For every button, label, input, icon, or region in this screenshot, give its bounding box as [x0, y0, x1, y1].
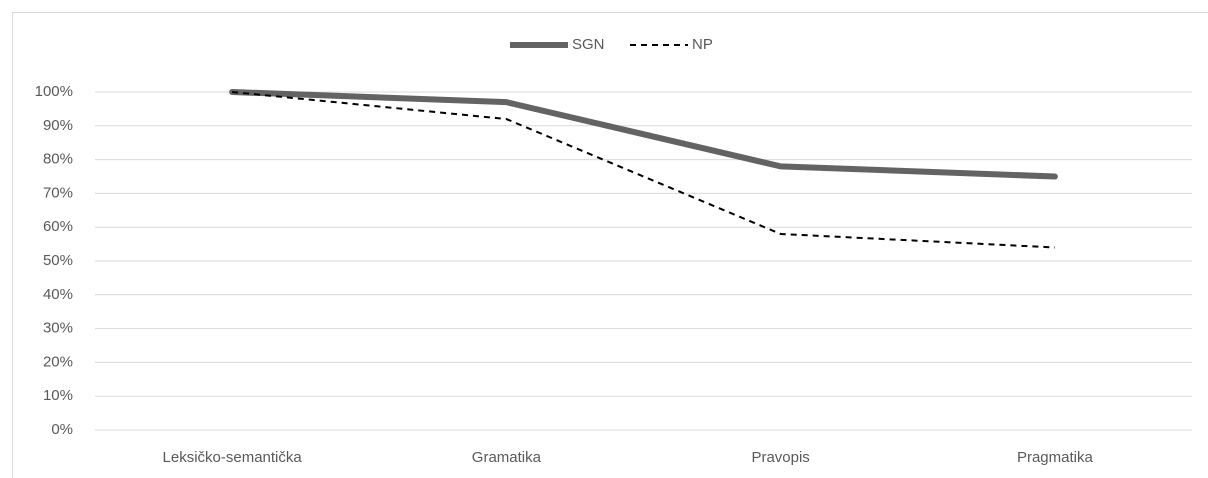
y-tick-label: 80%: [43, 151, 73, 168]
y-tick-label: 50%: [43, 252, 73, 269]
chart-frame: [12, 12, 1208, 478]
y-tick-label: 20%: [43, 353, 73, 370]
y-tick-label: 60%: [43, 218, 73, 235]
y-tick-label: 100%: [35, 83, 73, 100]
series-line: [229, 89, 1058, 180]
y-tick-label: 40%: [43, 286, 73, 303]
y-tick-label: 70%: [43, 184, 73, 201]
x-tick-label: Pravopis: [751, 449, 809, 466]
y-tick-label: 30%: [43, 320, 73, 337]
series-line: [232, 91, 1055, 249]
legend-label: NP: [692, 36, 713, 53]
x-tick-label: Leksičko-semantička: [163, 449, 303, 466]
x-tick-label: Gramatika: [472, 449, 542, 466]
y-tick-label: 0%: [51, 421, 73, 438]
y-tick-label: 10%: [43, 387, 73, 404]
y-tick-label: 90%: [43, 117, 73, 134]
x-tick-label: Pragmatika: [1017, 449, 1094, 466]
legend-label: SGN: [572, 36, 605, 53]
